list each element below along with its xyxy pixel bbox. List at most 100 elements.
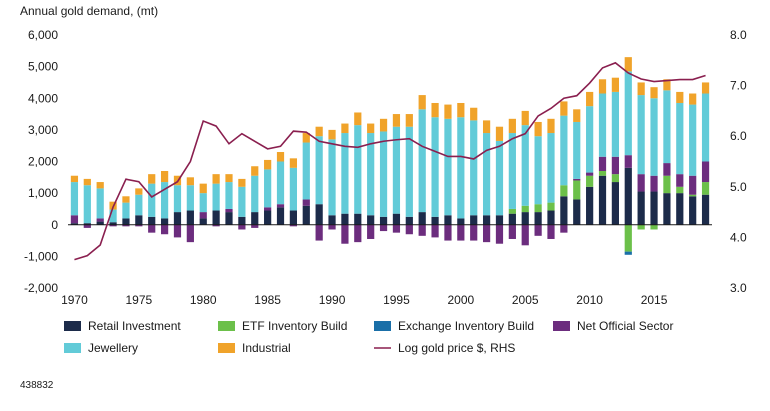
bar-segment [534, 224, 542, 236]
bar-segment [315, 204, 323, 225]
bar-segment [289, 167, 297, 211]
bar-segment [70, 182, 79, 216]
bar-segment [431, 117, 439, 217]
bar-segment [251, 175, 259, 213]
x-tick-label: 2015 [641, 293, 668, 307]
bar-segment [573, 178, 581, 181]
bar-segment [122, 218, 130, 225]
bar-segment [689, 175, 697, 195]
bar-segment [83, 223, 91, 225]
bar-segment [663, 163, 671, 176]
bar-segment [598, 156, 607, 171]
footnote-id: 438832 [20, 380, 54, 391]
y-tick-label: 3,000 [28, 123, 58, 137]
bar-segment [379, 216, 388, 225]
bar-segment [186, 210, 194, 225]
bar-segment [547, 118, 555, 134]
bar-segment [701, 82, 710, 94]
x-tick-label: 1985 [254, 293, 281, 307]
bar-segment [135, 224, 143, 227]
bar-segment [264, 210, 272, 225]
bar-segment [212, 174, 220, 184]
bar-segment [83, 178, 91, 186]
bar-segment [482, 215, 491, 225]
legend-swatch [218, 321, 235, 331]
bar-segment [122, 202, 130, 219]
bar-segment [470, 215, 478, 225]
bar-segment [495, 224, 504, 244]
bar-segment [341, 213, 349, 225]
bar-segment [160, 170, 169, 183]
bar-segment [367, 215, 375, 225]
bar-segment [148, 183, 156, 217]
bar-segment [689, 194, 697, 197]
line-series-group [74, 61, 706, 261]
bar-segment [405, 224, 413, 235]
bar-segment [676, 91, 684, 103]
y2-tick-label: 8.0 [730, 28, 747, 42]
bar-segment [251, 166, 259, 176]
legend-label: Net Official Sector [577, 319, 673, 333]
bar-segment [586, 186, 594, 225]
bar-segment [560, 185, 568, 197]
bar-segment [701, 182, 710, 195]
bar-segment [457, 224, 465, 241]
bar-segment [547, 133, 555, 203]
bar-segment [135, 188, 143, 195]
bar-segment [457, 218, 465, 225]
bar-segment [470, 120, 478, 216]
bar-segment [547, 202, 555, 211]
bar-segment [212, 210, 220, 225]
bar-segment [315, 126, 323, 137]
bar-segment [212, 224, 220, 227]
bar-segment [109, 224, 117, 227]
bar-segment [560, 115, 568, 186]
bar-segment [238, 224, 246, 230]
bar-segment [109, 222, 117, 225]
legend-swatch [374, 321, 391, 331]
bar-segment [302, 199, 310, 206]
bar-segment [83, 224, 91, 228]
bar-segment [328, 129, 336, 140]
bar-segment [160, 218, 169, 225]
bar-segment [444, 224, 452, 241]
bar-segment [457, 117, 465, 219]
bar-segment [611, 77, 619, 92]
y2-tick-label: 4.0 [730, 230, 747, 244]
y-tick-label: 2,000 [28, 155, 58, 169]
bar-segment [289, 224, 297, 227]
bar-segment [173, 224, 182, 238]
y-axis-left: -2,000 -1,000 0 1,000 2,000 3,000 4,000 5,000 6,… [24, 28, 58, 295]
bar-segment [238, 216, 246, 225]
bar-segment [676, 193, 684, 225]
bar-segment [302, 133, 310, 143]
bar-segment [624, 71, 632, 156]
bar-segment [289, 158, 297, 168]
bar-segment [276, 204, 285, 208]
gold-price-line [74, 61, 706, 261]
y-tick-label: 6,000 [28, 28, 58, 42]
bar-segment [676, 102, 684, 175]
bar-segment [225, 208, 233, 213]
bar-segment [611, 156, 619, 175]
x-tick-label: 2000 [447, 293, 474, 307]
bar-segment [418, 109, 426, 213]
bar-segment [264, 159, 272, 170]
bar-segment [521, 212, 529, 225]
bar-segment [148, 174, 156, 184]
bar-segment [96, 218, 104, 222]
legend-label: ETF Inventory Build [242, 319, 347, 333]
bar-segment [482, 120, 491, 134]
bar-segment [701, 93, 710, 162]
bar-segment [637, 191, 645, 225]
x-axis: 1970 1975 1980 1985 1990 1995 2000 2005 2010 2015 [61, 293, 668, 307]
bar-segment [83, 185, 91, 224]
bar-segment [96, 188, 104, 219]
bar-segment [444, 215, 452, 225]
bar-segment [392, 114, 401, 127]
chart-title: Annual gold demand, (mt) [20, 4, 158, 18]
bar-segment [560, 101, 568, 116]
bar-segment [534, 136, 542, 205]
bar-segment [624, 57, 632, 72]
legend-label: Jewellery [88, 341, 138, 355]
